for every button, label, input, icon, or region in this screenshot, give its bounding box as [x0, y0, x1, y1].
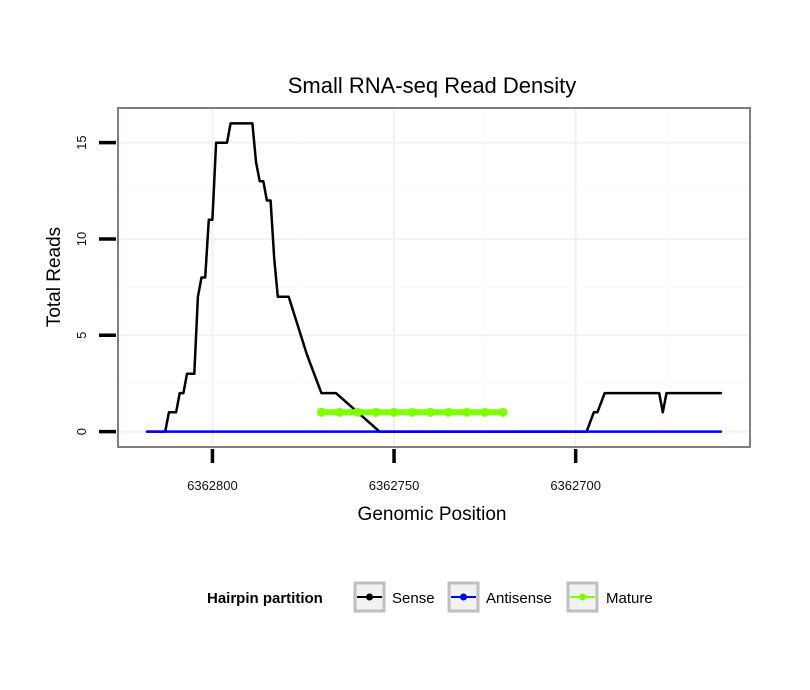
data-point-mature	[425, 407, 435, 417]
legend-label-mature: Mature	[606, 590, 653, 607]
series-line-sense	[145, 122, 723, 433]
data-point-mature	[462, 407, 472, 417]
y-axis-title: Total Reads	[44, 227, 65, 327]
y-axis: 0 5 10 15	[74, 135, 116, 435]
x-axis: 6362800 6362750 6362700	[187, 449, 601, 493]
data-point-mature	[444, 407, 454, 417]
data-point-mature	[371, 407, 381, 417]
x-tick-label: 6362700	[550, 478, 601, 493]
legend-label-sense: Sense	[392, 590, 435, 607]
legend-point-antisense	[460, 593, 467, 601]
legend-item-sense: Sense	[353, 581, 435, 613]
data-point-mature	[389, 407, 399, 417]
y-tick-label: 15	[74, 135, 89, 149]
legend-item-mature: Mature	[566, 581, 653, 613]
legend-point-mature	[579, 593, 586, 601]
data-point-mature	[316, 407, 326, 417]
legend-label-antisense: Antisense	[486, 590, 552, 607]
legend-title: Hairpin partition	[207, 590, 323, 607]
x-tick-label: 6362800	[187, 478, 238, 493]
y-tick-label: 10	[74, 232, 89, 246]
plot-border	[117, 107, 751, 448]
series-layer	[145, 122, 723, 433]
data-point-mature	[407, 407, 417, 417]
legend: Hairpin partition Sense Antisense Mature	[207, 581, 653, 613]
data-point-mature	[353, 407, 363, 417]
x-tick-label: 6362750	[369, 478, 420, 493]
legend-item-antisense: Antisense	[447, 581, 552, 613]
data-point-mature	[498, 407, 508, 417]
legend-point-sense	[366, 593, 373, 601]
chart-title: Small RNA-seq Read Density	[288, 73, 577, 98]
data-point-mature	[335, 407, 345, 417]
data-point-mature	[480, 407, 490, 417]
grid-minor	[118, 108, 750, 447]
y-tick-label: 5	[74, 332, 89, 339]
plot-panel	[118, 108, 750, 447]
y-tick-label: 0	[74, 428, 89, 435]
x-axis-title: Genomic Position	[358, 504, 507, 525]
